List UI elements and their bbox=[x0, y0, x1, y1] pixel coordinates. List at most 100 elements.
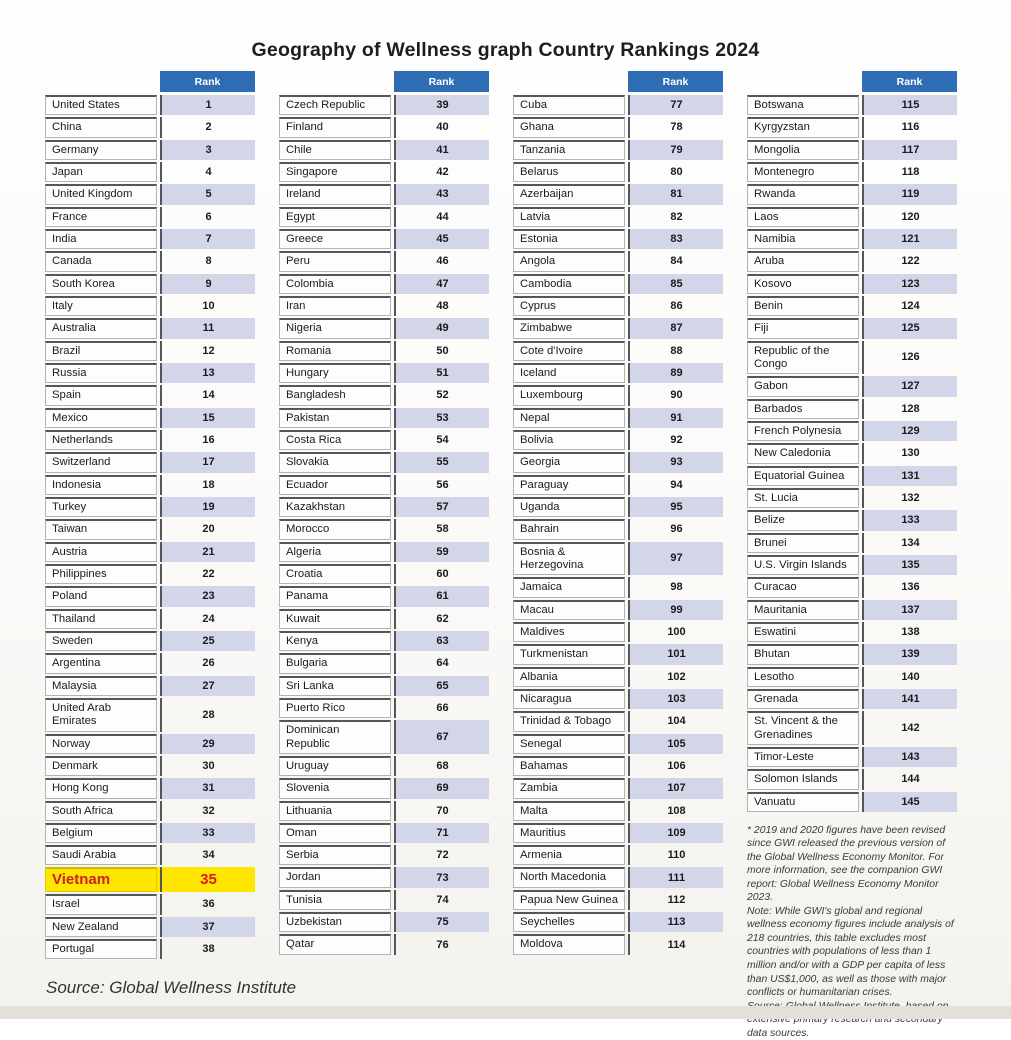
rank-cell: 20 bbox=[160, 519, 255, 540]
rank-cell: 86 bbox=[628, 295, 723, 317]
country-cell: Australia bbox=[45, 318, 157, 339]
table-row: Bulgaria 64 bbox=[279, 653, 489, 674]
country-cell: Montenegro bbox=[747, 161, 859, 183]
rank-cell: 87 bbox=[628, 318, 723, 339]
country-cell: Austria bbox=[45, 541, 157, 562]
table-row: Luxembourg 90 bbox=[513, 385, 723, 406]
rank-cell: 77 bbox=[628, 95, 723, 116]
rank-cell: 50 bbox=[394, 340, 489, 361]
rank-cell: 102 bbox=[628, 666, 723, 687]
rank-cell: 100 bbox=[628, 621, 723, 643]
rank-cell: 110 bbox=[628, 845, 723, 866]
country-cell: Costa Rica bbox=[279, 429, 391, 451]
table-row: Eswatini 138 bbox=[747, 621, 957, 643]
country-cell: Russia bbox=[45, 362, 157, 384]
country-cell: Cyprus bbox=[513, 295, 625, 317]
country-cell: Solomon Islands bbox=[747, 769, 859, 790]
country-cell: Switzerland bbox=[45, 452, 157, 473]
table-row: Jamaica 98 bbox=[513, 577, 723, 598]
country-cell: Grenada bbox=[747, 688, 859, 710]
rank-cell: 39 bbox=[394, 95, 489, 116]
rank-cell: 36 bbox=[160, 894, 255, 915]
table-row: Turkey 19 bbox=[45, 496, 255, 518]
table-row: Lithuania 70 bbox=[279, 800, 489, 821]
country-cell: Rwanda bbox=[747, 184, 859, 205]
table-row: Egypt 44 bbox=[279, 206, 489, 227]
rank-cell: 137 bbox=[862, 599, 957, 620]
table-row: Brunei 134 bbox=[747, 532, 957, 553]
rank-cell: 121 bbox=[862, 228, 957, 250]
country-cell: Colombia bbox=[279, 273, 391, 294]
country-cell: Canada bbox=[45, 251, 157, 272]
table-row: Barbados 128 bbox=[747, 398, 957, 419]
rank-cell: 67 bbox=[394, 720, 489, 754]
table-row: Israel 36 bbox=[45, 894, 255, 915]
rank-cell: 109 bbox=[628, 822, 723, 844]
table-row: Bolivia 92 bbox=[513, 429, 723, 451]
country-cell: Brazil bbox=[45, 340, 157, 361]
table-row: Peru 46 bbox=[279, 251, 489, 272]
rank-header: Rank bbox=[862, 71, 957, 92]
table-row: Indonesia 18 bbox=[45, 474, 255, 495]
rank-cell: 73 bbox=[394, 867, 489, 888]
header-spacer bbox=[45, 71, 160, 92]
column-header: Rank bbox=[279, 71, 489, 92]
country-cell: Dominican Republic bbox=[279, 720, 391, 754]
ranking-column-4: Rank Botswana 115 Kyrgyzstan 116 Mongolia 117… bbox=[747, 71, 957, 1040]
rank-cell: 52 bbox=[394, 385, 489, 406]
table-row: Kazakhstan 57 bbox=[279, 496, 489, 518]
table-row: Mexico 15 bbox=[45, 407, 255, 428]
rank-cell: 96 bbox=[628, 519, 723, 540]
rank-cell: 18 bbox=[160, 474, 255, 495]
ranking-column-2: Rank Czech Republic 39 Finland 40 Chile 41 Sin… bbox=[279, 71, 489, 1040]
country-cell: Ecuador bbox=[279, 474, 391, 495]
table-row: Germany 3 bbox=[45, 139, 255, 160]
rank-cell: 95 bbox=[628, 496, 723, 518]
country-cell: Turkey bbox=[45, 496, 157, 518]
table-row: Namibia 121 bbox=[747, 228, 957, 250]
rank-cell: 30 bbox=[160, 755, 255, 777]
rank-cell: 131 bbox=[862, 465, 957, 486]
table-row: Laos 120 bbox=[747, 206, 957, 227]
rank-cell: 6 bbox=[160, 206, 255, 227]
rank-cell: 140 bbox=[862, 666, 957, 687]
table-row: Bhutan 139 bbox=[747, 644, 957, 665]
table-row: Cuba 77 bbox=[513, 95, 723, 116]
rank-cell: 142 bbox=[862, 711, 957, 745]
country-cell: Vanuatu bbox=[747, 791, 859, 812]
country-cell: Netherlands bbox=[45, 429, 157, 451]
country-cell: Bahrain bbox=[513, 519, 625, 540]
table-row: China 2 bbox=[45, 117, 255, 138]
rank-cell: 9 bbox=[160, 273, 255, 294]
table-row: Ecuador 56 bbox=[279, 474, 489, 495]
rank-cell: 32 bbox=[160, 800, 255, 821]
country-cell: Uzbekistan bbox=[279, 912, 391, 933]
country-cell: Lesotho bbox=[747, 666, 859, 687]
rank-cell: 48 bbox=[394, 295, 489, 317]
column-header: Rank bbox=[513, 71, 723, 92]
country-cell: Denmark bbox=[45, 755, 157, 777]
table-row: Cyprus 86 bbox=[513, 295, 723, 317]
rank-cell: 103 bbox=[628, 688, 723, 710]
country-cell: Indonesia bbox=[45, 474, 157, 495]
table-row: South Africa 32 bbox=[45, 800, 255, 821]
table-row: Latvia 82 bbox=[513, 206, 723, 227]
table-row: Hong Kong 31 bbox=[45, 778, 255, 799]
country-cell: Namibia bbox=[747, 228, 859, 250]
table-row: Aruba 122 bbox=[747, 251, 957, 272]
table-row: Uruguay 68 bbox=[279, 755, 489, 777]
rank-cell: 141 bbox=[862, 688, 957, 710]
rank-cell: 65 bbox=[394, 675, 489, 696]
rank-cell: 3 bbox=[160, 139, 255, 160]
country-cell: St. Lucia bbox=[747, 487, 859, 509]
table-row: Qatar 76 bbox=[279, 934, 489, 955]
country-cell: Albania bbox=[513, 666, 625, 687]
country-cell: France bbox=[45, 206, 157, 227]
country-cell: Japan bbox=[45, 161, 157, 183]
table-row: India 7 bbox=[45, 228, 255, 250]
country-cell: U.S. Virgin Islands bbox=[747, 554, 859, 576]
rank-cell: 29 bbox=[160, 733, 255, 754]
rank-cell: 47 bbox=[394, 273, 489, 294]
country-cell: Thailand bbox=[45, 608, 157, 629]
country-cell: Hungary bbox=[279, 362, 391, 384]
